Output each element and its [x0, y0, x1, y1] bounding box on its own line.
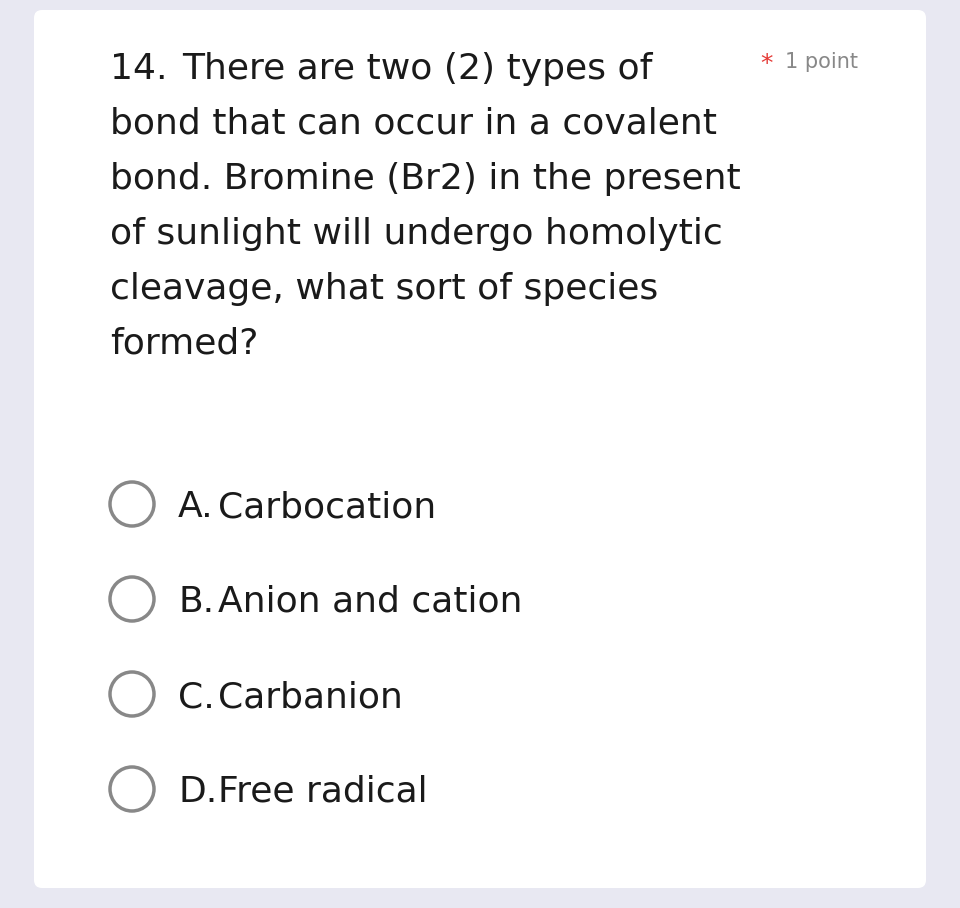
Text: cleavage, what sort of species: cleavage, what sort of species: [110, 272, 659, 306]
Text: 14.: 14.: [110, 52, 167, 86]
Text: C.: C.: [178, 680, 215, 714]
Text: Anion and cation: Anion and cation: [218, 585, 522, 619]
Text: of sunlight will undergo homolytic: of sunlight will undergo homolytic: [110, 217, 723, 251]
Text: A.: A.: [178, 490, 214, 524]
Text: B.: B.: [178, 585, 214, 619]
Text: 1 point: 1 point: [785, 52, 858, 72]
Text: Carbanion: Carbanion: [218, 680, 403, 714]
Text: bond. Bromine (Br2) in the present: bond. Bromine (Br2) in the present: [110, 162, 741, 196]
Text: Free radical: Free radical: [218, 775, 427, 809]
Text: D.: D.: [178, 775, 217, 809]
Text: formed?: formed?: [110, 327, 258, 361]
Text: *: *: [760, 52, 773, 76]
Text: bond that can occur in a covalent: bond that can occur in a covalent: [110, 107, 717, 141]
FancyBboxPatch shape: [34, 10, 926, 888]
Text: Carbocation: Carbocation: [218, 490, 436, 524]
Text: There are two (2) types of: There are two (2) types of: [182, 52, 653, 86]
